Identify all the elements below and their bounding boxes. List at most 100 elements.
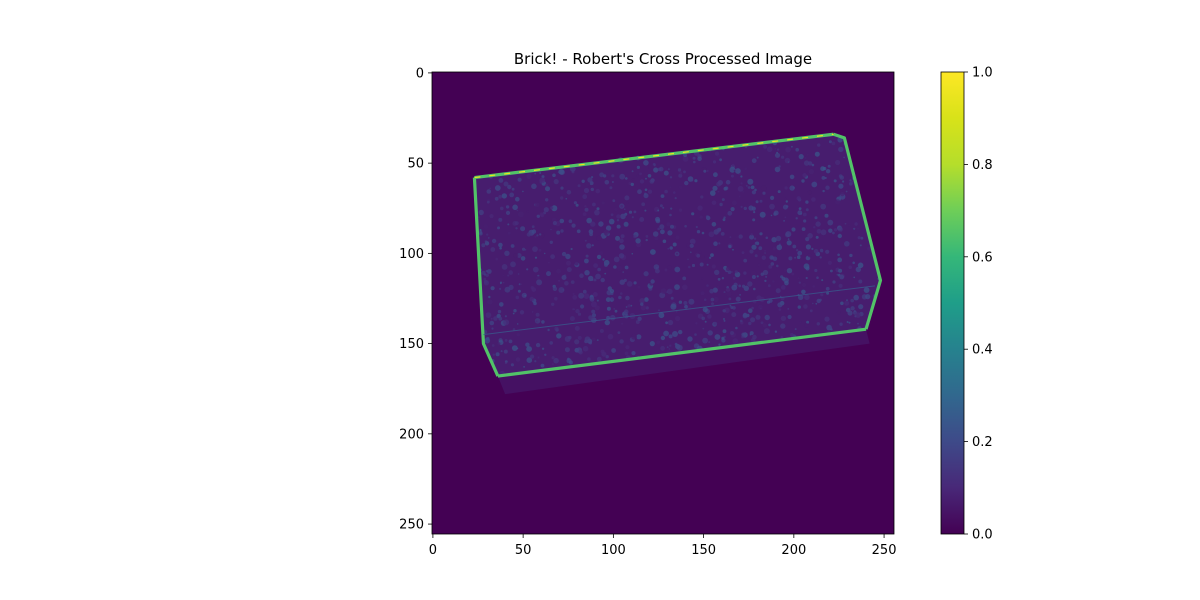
texture-speck — [657, 209, 660, 212]
texture-speck — [805, 237, 810, 242]
texture-speck — [820, 166, 825, 172]
texture-speck — [762, 323, 768, 328]
texture-speck — [611, 348, 616, 353]
texture-speck — [532, 266, 539, 273]
texture-speck — [498, 217, 503, 222]
texture-speck — [740, 319, 743, 323]
texture-speck — [839, 175, 844, 180]
texture-speck — [660, 335, 666, 341]
texture-speck — [524, 294, 527, 297]
texture-speck — [507, 274, 510, 277]
texture-speck — [780, 285, 786, 290]
texture-speck — [490, 317, 493, 320]
texture-speck — [764, 252, 766, 254]
texture-speck — [660, 194, 665, 199]
texture-speck — [625, 345, 630, 350]
texture-speck — [722, 309, 726, 313]
texture-speck — [837, 233, 842, 239]
texture-speck — [494, 185, 501, 191]
texture-speck — [588, 315, 594, 321]
texture-speck — [628, 210, 633, 214]
texture-speck — [513, 253, 519, 259]
texture-speck — [491, 238, 497, 244]
texture-speck — [787, 314, 792, 320]
texture-speck — [674, 197, 677, 200]
texture-speck — [499, 302, 504, 307]
texture-speck — [655, 268, 660, 274]
texture-speck — [490, 286, 495, 291]
texture-speck — [584, 205, 587, 208]
texture-speck — [820, 203, 827, 210]
texture-speck — [493, 316, 498, 321]
texture-speck — [505, 210, 511, 215]
texture-speck — [639, 298, 645, 304]
texture-speck — [684, 180, 689, 186]
texture-speck — [619, 173, 626, 180]
texture-speck — [674, 342, 678, 346]
texture-speck — [670, 207, 673, 210]
texture-speck — [701, 231, 705, 235]
texture-speck — [771, 237, 777, 243]
texture-speck — [729, 304, 732, 307]
texture-speck — [699, 215, 703, 219]
texture-speck — [676, 344, 683, 351]
texture-speck — [857, 227, 859, 230]
texture-speck — [596, 254, 602, 260]
texture-speck — [625, 306, 628, 308]
texture-speck — [613, 265, 617, 269]
texture-speck — [712, 287, 718, 293]
texture-speck — [766, 300, 771, 304]
texture-speck — [741, 332, 746, 337]
texture-speck — [825, 249, 830, 254]
texture-speck — [515, 357, 521, 362]
texture-speck — [763, 144, 768, 149]
texture-speck — [544, 183, 549, 187]
texture-speck — [755, 314, 761, 320]
inner-edge-line — [483, 285, 876, 336]
texture-speck — [678, 173, 683, 178]
texture-speck — [616, 219, 620, 222]
texture-speck — [850, 306, 855, 311]
texture-speck — [852, 261, 855, 265]
texture-speck — [641, 202, 646, 207]
texture-speck — [688, 265, 691, 269]
texture-speck — [758, 304, 763, 310]
texture-speck — [660, 288, 667, 294]
texture-speck — [737, 185, 744, 192]
texture-speck — [787, 161, 790, 163]
texture-speck — [802, 212, 807, 217]
texture-speck — [658, 315, 661, 318]
texture-speck — [832, 231, 835, 235]
texture-speck — [498, 242, 503, 248]
texture-speck — [828, 228, 833, 233]
texture-speck — [556, 268, 562, 274]
texture-speck — [801, 289, 806, 295]
texture-speck — [732, 248, 734, 251]
texture-speck — [860, 236, 864, 240]
texture-speck — [838, 230, 841, 233]
texture-speck — [508, 270, 513, 275]
texture-speck — [807, 253, 812, 258]
texture-speck — [510, 261, 516, 268]
texture-speck — [627, 304, 631, 308]
texture-speck — [830, 328, 833, 331]
texture-speck — [801, 227, 806, 232]
texture-speck — [752, 334, 757, 340]
texture-speck — [547, 328, 550, 332]
texture-speck — [660, 345, 665, 351]
texture-speck — [809, 309, 813, 313]
texture-speck — [504, 361, 508, 365]
texture-speck — [726, 213, 728, 216]
texture-speck — [735, 326, 738, 330]
texture-speck — [549, 341, 553, 345]
texture-speck — [745, 146, 747, 149]
texture-speck — [525, 342, 530, 347]
texture-speck — [734, 270, 738, 274]
texture-speck — [643, 193, 649, 199]
texture-speck — [535, 342, 541, 348]
texture-speck — [620, 205, 623, 208]
texture-speck — [778, 165, 781, 168]
texture-speck — [717, 277, 721, 281]
texture-speck — [530, 354, 535, 359]
